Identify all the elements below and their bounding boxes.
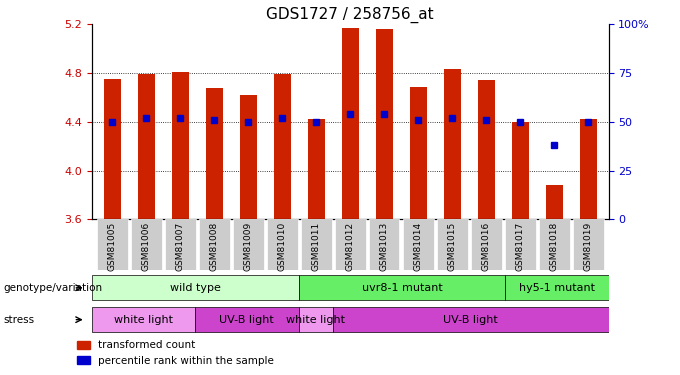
Bar: [579, 119, 596, 219]
FancyBboxPatch shape: [539, 219, 570, 270]
Text: uvr8-1 mutant: uvr8-1 mutant: [362, 283, 442, 293]
Bar: [171, 72, 188, 219]
FancyBboxPatch shape: [165, 219, 196, 270]
Bar: [375, 29, 392, 219]
Text: UV-B light: UV-B light: [443, 315, 498, 325]
FancyBboxPatch shape: [505, 219, 536, 270]
FancyBboxPatch shape: [195, 307, 299, 332]
Text: hy5-1 mutant: hy5-1 mutant: [519, 283, 595, 293]
FancyBboxPatch shape: [97, 219, 128, 270]
Bar: [205, 88, 222, 219]
Text: GSM81007: GSM81007: [175, 222, 185, 271]
Text: GSM81005: GSM81005: [107, 222, 117, 271]
FancyBboxPatch shape: [333, 307, 609, 332]
Text: GSM81010: GSM81010: [277, 222, 287, 271]
Bar: [477, 81, 494, 219]
FancyBboxPatch shape: [369, 219, 399, 270]
Bar: [511, 122, 528, 219]
Text: GSM81014: GSM81014: [413, 222, 423, 271]
Text: white light: white light: [114, 315, 173, 325]
FancyBboxPatch shape: [403, 219, 434, 270]
Text: GSM81018: GSM81018: [549, 222, 559, 271]
Bar: [545, 185, 562, 219]
Text: white light: white light: [286, 315, 345, 325]
Bar: [104, 79, 121, 219]
FancyBboxPatch shape: [299, 307, 333, 332]
Text: wild type: wild type: [170, 283, 220, 293]
Text: GSM81011: GSM81011: [311, 222, 321, 271]
Text: UV-B light: UV-B light: [220, 315, 274, 325]
Bar: [307, 119, 325, 219]
Text: GSM81015: GSM81015: [447, 222, 457, 271]
Text: GSM81012: GSM81012: [345, 222, 355, 271]
FancyBboxPatch shape: [199, 219, 230, 270]
FancyBboxPatch shape: [335, 219, 366, 270]
Text: GSM81009: GSM81009: [243, 222, 253, 271]
Legend: transformed count, percentile rank within the sample: transformed count, percentile rank withi…: [73, 336, 278, 370]
FancyBboxPatch shape: [299, 275, 505, 300]
FancyBboxPatch shape: [267, 219, 298, 270]
Text: GSM81016: GSM81016: [481, 222, 491, 271]
FancyBboxPatch shape: [92, 275, 299, 300]
Bar: [341, 28, 358, 219]
Text: GSM81008: GSM81008: [209, 222, 219, 271]
FancyBboxPatch shape: [233, 219, 264, 270]
Text: genotype/variation: genotype/variation: [3, 283, 103, 293]
Text: stress: stress: [3, 315, 35, 325]
Bar: [273, 74, 291, 219]
Text: GSM81019: GSM81019: [583, 222, 593, 271]
Bar: [409, 87, 426, 219]
FancyBboxPatch shape: [92, 307, 195, 332]
Title: GDS1727 / 258756_at: GDS1727 / 258756_at: [267, 7, 434, 23]
FancyBboxPatch shape: [471, 219, 502, 270]
FancyBboxPatch shape: [301, 219, 332, 270]
FancyBboxPatch shape: [437, 219, 468, 270]
Bar: [239, 95, 257, 219]
Text: GSM81017: GSM81017: [515, 222, 525, 271]
Text: GSM81013: GSM81013: [379, 222, 389, 271]
Bar: [137, 74, 155, 219]
FancyBboxPatch shape: [131, 219, 162, 270]
FancyBboxPatch shape: [505, 275, 609, 300]
FancyBboxPatch shape: [573, 219, 604, 270]
Text: GSM81006: GSM81006: [141, 222, 151, 271]
Bar: [443, 69, 460, 219]
